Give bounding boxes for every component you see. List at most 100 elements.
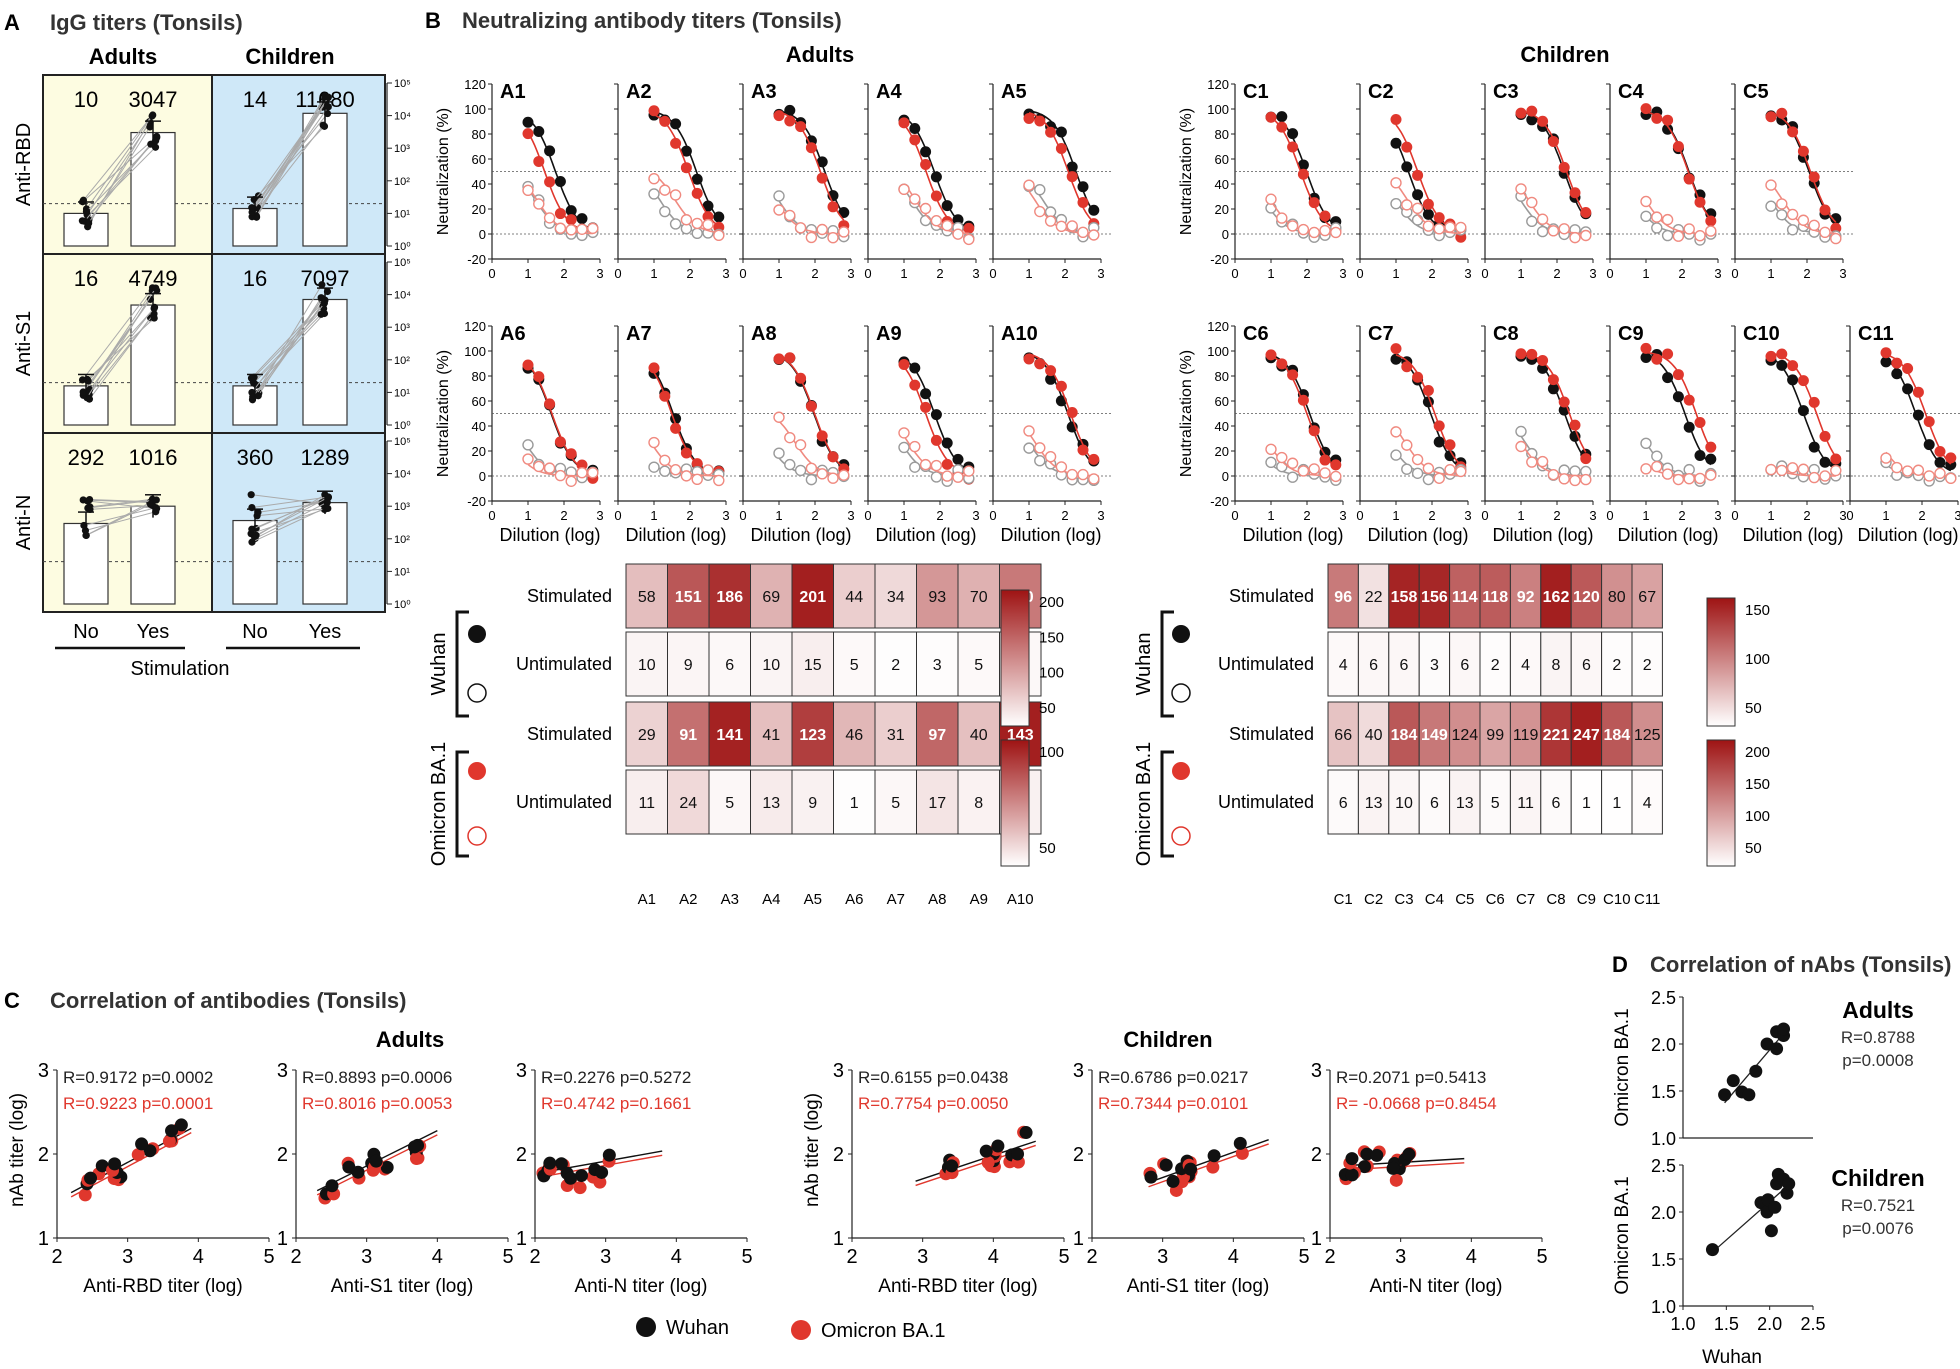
y-tick-label: 1.0 [1651, 1297, 1676, 1317]
y-tick-label: 2 [277, 1144, 288, 1166]
data-point [1066, 171, 1078, 183]
data-point [1547, 374, 1559, 386]
data-point [702, 200, 714, 212]
heat-value: 80 [1608, 589, 1626, 606]
data-point [554, 208, 566, 220]
x-tick-label: 2 [1061, 266, 1068, 281]
neutralization-plot-c7: 0 1 2 3 C7 Dilution (log) [1356, 323, 1478, 545]
bar-no [63, 385, 109, 426]
data-point [1580, 453, 1592, 465]
omicron-bracket [1160, 750, 1174, 858]
heat-value: 5 [974, 657, 983, 674]
x-tick-label: 3 [596, 508, 603, 523]
data-point-open [909, 461, 921, 473]
colorbar-tick: 150 [1745, 602, 1770, 619]
data-point [146, 295, 154, 303]
data-point [773, 353, 785, 365]
data-point [930, 171, 942, 183]
data-point-open [713, 474, 725, 487]
x-tick-label: 2 [1678, 266, 1685, 281]
colorbar-tick: 100 [1745, 651, 1770, 668]
heat-col-label: A9 [970, 891, 988, 908]
right-axis-tick-label: 10⁰ [394, 420, 411, 432]
data-point-open [1390, 426, 1402, 438]
wuhan-bracket [455, 610, 469, 718]
heat-value: 9 [684, 657, 693, 674]
right-axis-tick-label: 10⁴ [394, 469, 411, 481]
x-tick-label: 0 [488, 266, 495, 281]
stats-wuhan: R=0.2276 p=0.5272 [541, 1068, 691, 1087]
stats-omicron: R=0.4742 p=0.1661 [541, 1094, 691, 1113]
heat-cell [750, 631, 793, 697]
data-point-open [1515, 440, 1527, 453]
data-point [1412, 189, 1424, 201]
y-tick-label: 1 [38, 1228, 49, 1250]
heat-value: 6 [1460, 657, 1469, 674]
y-tick-label: 1.5 [1651, 1082, 1676, 1102]
data-point [1297, 394, 1309, 406]
x-tick-label: 0 [488, 508, 495, 523]
heat-cell [1570, 563, 1603, 629]
heat-cell [708, 769, 751, 835]
data-point-open [1651, 450, 1663, 462]
x-axis-label: Dilution (log) [1492, 525, 1593, 545]
variant-label-wuhan: Wuhan [428, 632, 450, 695]
pair-line [251, 497, 329, 530]
wuhan-point [369, 1154, 383, 1168]
data-point [317, 294, 325, 302]
data-point-open [1776, 464, 1788, 477]
data-point [1672, 140, 1684, 152]
data-point-open [805, 473, 818, 486]
data-point [1547, 136, 1559, 148]
data-point-open [1034, 205, 1046, 218]
plot-label: C5 [1743, 81, 1769, 103]
panel-letter-d: D [1612, 952, 1628, 977]
heat-value: 40 [970, 727, 988, 744]
colorbar-tick: 200 [1745, 744, 1770, 761]
x-tick-label: 1 [1392, 508, 1399, 523]
data-point-open [1765, 463, 1777, 476]
heat-cell [957, 701, 1000, 767]
heat-value: 4 [1643, 795, 1652, 812]
p-value: p=0.0008 [1842, 1051, 1913, 1070]
heat-value: 184 [1603, 727, 1630, 744]
data-point [909, 134, 921, 146]
right-axis-tick-label: 10⁴ [394, 290, 411, 302]
median-label: 360 [237, 445, 274, 470]
y-axis-label: Neutralization (%) [1178, 108, 1195, 235]
pair-line [86, 503, 151, 536]
pair-line [252, 284, 323, 400]
heat-value: 151 [675, 589, 702, 606]
y-tick-label: 0 [1222, 469, 1229, 484]
fit-curve [778, 355, 845, 469]
pair-line [89, 504, 153, 510]
y-axis-label: Neutralization (%) [435, 350, 452, 477]
panel-c-group-adults: Adults [376, 1027, 444, 1052]
x-tick-label: 3 [1839, 266, 1846, 281]
data-point [318, 281, 326, 289]
pair-line [89, 499, 153, 503]
panel-d: D Correlation of nAbs (Tonsils) Wuhan 2.… [1612, 952, 1951, 1368]
data-point-open [1023, 425, 1035, 437]
data-point [1923, 439, 1935, 451]
plot-label: A9 [876, 323, 902, 345]
heat-cell [625, 631, 668, 697]
data-point-open [659, 454, 671, 467]
variant-label-wuhan: Wuhan [1133, 632, 1155, 695]
y-tick-label: 2 [38, 1144, 49, 1166]
data-point-open [1934, 467, 1946, 480]
data-point [827, 201, 839, 213]
data-point-open [1526, 456, 1538, 468]
y-tick-label: 20 [472, 444, 486, 459]
pair-line [253, 96, 329, 209]
data-point [1694, 449, 1706, 461]
data-point-open [1776, 198, 1788, 210]
pair-line [251, 494, 323, 504]
x-tick-label: 3 [1339, 508, 1346, 523]
y-axis-label: nAb titer (log) [802, 1093, 823, 1207]
heat-value: 58 [638, 589, 656, 606]
data-point-open [1023, 179, 1035, 191]
heat-value: 123 [799, 727, 826, 744]
x-tick-label: 2 [846, 1246, 857, 1268]
data-point-open [1651, 460, 1663, 473]
